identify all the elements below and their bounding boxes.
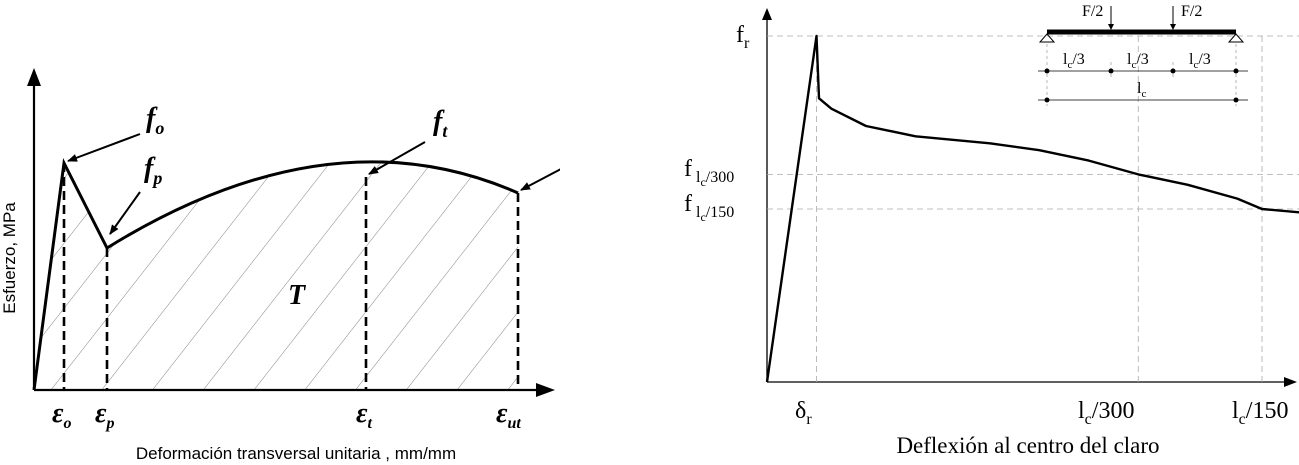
ytick-fr: fr — [736, 22, 750, 52]
xtick-delta-r: δr — [795, 398, 812, 428]
label-fo: fo — [146, 103, 164, 138]
ytick-f300: f lc/300 — [684, 156, 734, 189]
x-axis-label-right: Deflexión al centro del claro — [896, 433, 1159, 458]
label-fp: fp — [144, 153, 162, 188]
xtick-lc150: lc/150 — [1232, 398, 1288, 428]
tick-eps-t: εt — [356, 398, 372, 432]
arrow-ft — [368, 141, 426, 175]
hatched-area — [34, 161, 518, 390]
span-label: lc — [1137, 80, 1146, 100]
load-label-2: F/2 — [1181, 3, 1202, 20]
grid-lines — [767, 35, 1299, 382]
xtick-lc300: lc/300 — [1078, 398, 1134, 428]
seg-label-1: lc/3 — [1063, 51, 1085, 71]
y-axis-label: Esfuerzo, MPa — [0, 202, 19, 314]
y-axis-arrow — [27, 68, 41, 86]
dim-dot — [1108, 68, 1114, 74]
arrow-fp — [109, 191, 141, 235]
x-axis-label: Deformación transversal unitaria , mm/mm — [136, 444, 456, 463]
arrow-fut — [520, 168, 560, 191]
dim-dot — [1044, 97, 1050, 103]
dim-dot — [1044, 68, 1050, 74]
tick-eps-p: εp — [95, 398, 114, 432]
stress-strain-curve — [32, 157, 519, 391]
support-right — [1227, 33, 1245, 43]
seg-label-2: lc/3 — [1127, 51, 1149, 71]
load-label-1: F/2 — [1082, 3, 1103, 20]
stress-strain-chart: fo fp ft fut T εo εp εt εut Esfuerzo, MP… — [0, 68, 560, 463]
label-ft: ft — [433, 106, 448, 141]
load-deflection-curve — [765, 34, 1299, 383]
seg-label-3: lc/3 — [1189, 51, 1211, 71]
tick-eps-ut: εut — [496, 398, 521, 432]
beam-inset: F/2 F/2 lc/3 lc/3 lc/3 lc — [1038, 3, 1248, 106]
dim-dot — [1233, 97, 1239, 103]
load-arrowhead-1 — [1108, 24, 1114, 30]
series-group — [765, 34, 1299, 383]
area-label-T: T — [288, 280, 307, 311]
arrow-fo — [67, 133, 141, 162]
dim-dot — [1170, 68, 1176, 74]
dim-dot — [1233, 68, 1239, 74]
y-axis-right-arrow — [762, 8, 772, 20]
x-axis-right-arrow — [1284, 377, 1297, 387]
ytick-f150: f lc/150 — [684, 191, 734, 224]
x-axis-arrow — [536, 383, 555, 397]
load-arrowhead-2 — [1170, 24, 1176, 30]
tick-eps-o: εo — [52, 398, 71, 432]
support-left — [1038, 33, 1056, 43]
